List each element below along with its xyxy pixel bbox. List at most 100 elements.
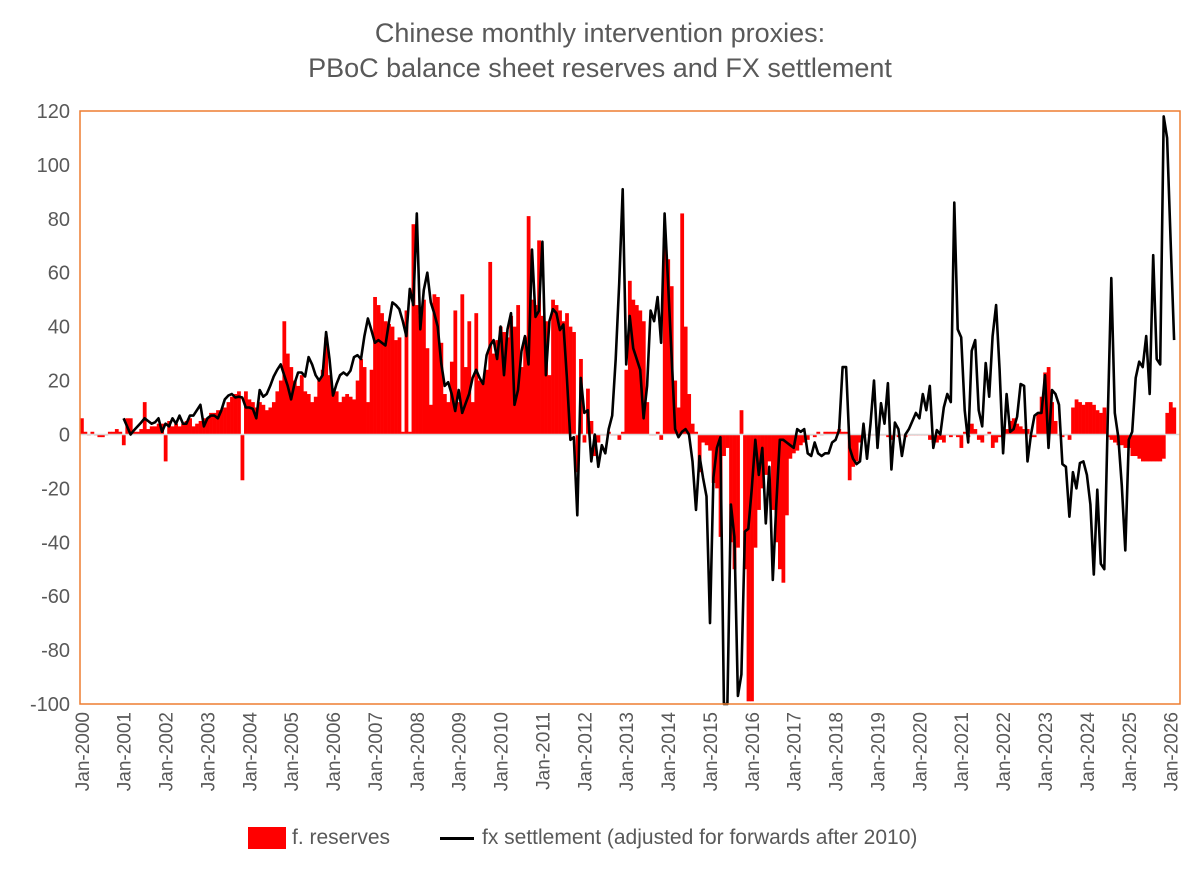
reserves-bar — [561, 321, 566, 435]
y-tick-label: -40 — [41, 532, 70, 554]
reserves-bar — [198, 420, 203, 435]
x-tick-label: Jan-2024 — [1078, 712, 1099, 792]
reserves-bar — [1078, 402, 1082, 435]
reserves-bar — [306, 394, 311, 435]
y-tick-label: 100 — [37, 155, 70, 177]
reserves-bar — [135, 431, 140, 435]
reserves-bar — [429, 404, 433, 435]
reserves-bar — [240, 434, 245, 481]
reserves-bar — [697, 434, 702, 473]
reserves-bar — [1050, 402, 1055, 435]
x-tick-label: Jan-2011 — [533, 712, 554, 790]
reserves-bar — [778, 434, 782, 570]
y-tick-label: 20 — [48, 371, 70, 393]
y-tick-label: 40 — [48, 317, 70, 339]
reserves-bar — [589, 420, 594, 435]
reserves-bar — [725, 434, 730, 448]
reserves-bar — [1158, 434, 1163, 462]
x-tick-label: Jan-2019 — [868, 712, 889, 791]
reserves-bar — [676, 407, 681, 435]
reserves-bar — [798, 434, 803, 446]
reserves-bar — [551, 299, 555, 435]
reserves-bar — [502, 332, 507, 435]
reserves-bar — [1140, 434, 1145, 462]
reserves-bar — [481, 380, 486, 435]
reserves-bar — [107, 431, 112, 435]
reserves-bar — [634, 305, 639, 435]
x-tick-label: Jan-2004 — [240, 712, 261, 792]
reserves-bar — [851, 434, 856, 467]
reserves-bar — [771, 434, 775, 510]
reserves-bar — [889, 434, 894, 440]
reserves-bar — [114, 429, 119, 435]
legend-item-reserves: f. reserves — [248, 826, 390, 850]
reserves-bar — [1154, 434, 1159, 462]
reserves-bar — [383, 321, 388, 435]
reserves-swatch-icon — [248, 827, 286, 849]
reserves-bar — [694, 431, 699, 435]
reserves-bar — [833, 431, 838, 435]
reserves-bar — [205, 418, 210, 435]
reserves-bar — [826, 431, 831, 435]
reserves-bar — [631, 299, 636, 435]
reserves-bars — [80, 213, 1177, 702]
legend-label-reserves: f. reserves — [292, 826, 391, 849]
reserves-bar — [959, 434, 964, 448]
x-tick-label: Jan-2025 — [1120, 712, 1141, 791]
reserves-bar — [1109, 434, 1114, 440]
reserves-bar — [397, 337, 402, 435]
reserves-bar — [1092, 404, 1096, 435]
reserves-bar — [1074, 399, 1079, 435]
reserves-bar — [942, 434, 946, 443]
reserves-bar — [519, 367, 524, 435]
reserves-bar — [390, 326, 395, 435]
x-tick-label: Jan-2005 — [282, 712, 303, 791]
reserves-bar — [223, 407, 227, 435]
reserves-bar — [408, 431, 412, 435]
reserves-bar — [987, 431, 992, 435]
x-axis-ticks: Jan-2000 Jan-2001 Jan-2002 Jan-2003 Jan-2004… — [73, 712, 1183, 792]
reserves-bar — [477, 380, 482, 435]
reserves-bar — [345, 394, 350, 435]
x-tick-label: Jan-2023 — [1036, 712, 1057, 791]
reserves-bar — [701, 434, 706, 443]
reserves-bar — [401, 431, 405, 435]
reserves-bar — [362, 367, 367, 435]
reserves-bar — [1168, 402, 1173, 435]
x-tick-label: Jan-2000 — [73, 712, 94, 791]
reserves-bar — [191, 426, 196, 435]
reserves-bar — [275, 391, 280, 435]
reserves-bar — [432, 294, 437, 435]
reserves-bar — [955, 434, 960, 438]
reserves-bar — [1120, 434, 1124, 446]
reserves-bar — [687, 394, 692, 435]
reserves-bar — [415, 305, 419, 435]
reserves-bar — [558, 310, 562, 435]
reserves-bar — [854, 434, 859, 462]
reserves-bar — [617, 434, 622, 440]
y-tick-label: 120 — [37, 101, 70, 123]
reserves-bar — [244, 391, 248, 435]
reserves-bar — [949, 434, 953, 438]
reserves-bar — [484, 369, 489, 435]
reserves-bar — [90, 431, 95, 435]
reserves-bar — [317, 380, 322, 435]
reserves-bar — [1095, 410, 1100, 435]
reserves-bar — [1151, 434, 1156, 462]
reserves-bar — [844, 431, 849, 435]
reserves-bar — [1060, 434, 1065, 438]
reserves-bar — [83, 431, 88, 435]
reserves-bar — [1147, 434, 1152, 462]
plot-area-border — [79, 110, 1181, 705]
reserves-bar — [533, 305, 538, 435]
reserves-bar — [938, 434, 943, 440]
reserves-bar — [251, 402, 255, 435]
reserves-bar — [1025, 429, 1030, 435]
reserves-bar — [980, 434, 985, 443]
reserves-bar — [830, 431, 835, 435]
reserves-bar — [1036, 412, 1041, 435]
reserves-bar — [369, 369, 374, 435]
reserves-bar — [509, 315, 514, 435]
x-tick-label: Jan-2015 — [701, 712, 722, 791]
